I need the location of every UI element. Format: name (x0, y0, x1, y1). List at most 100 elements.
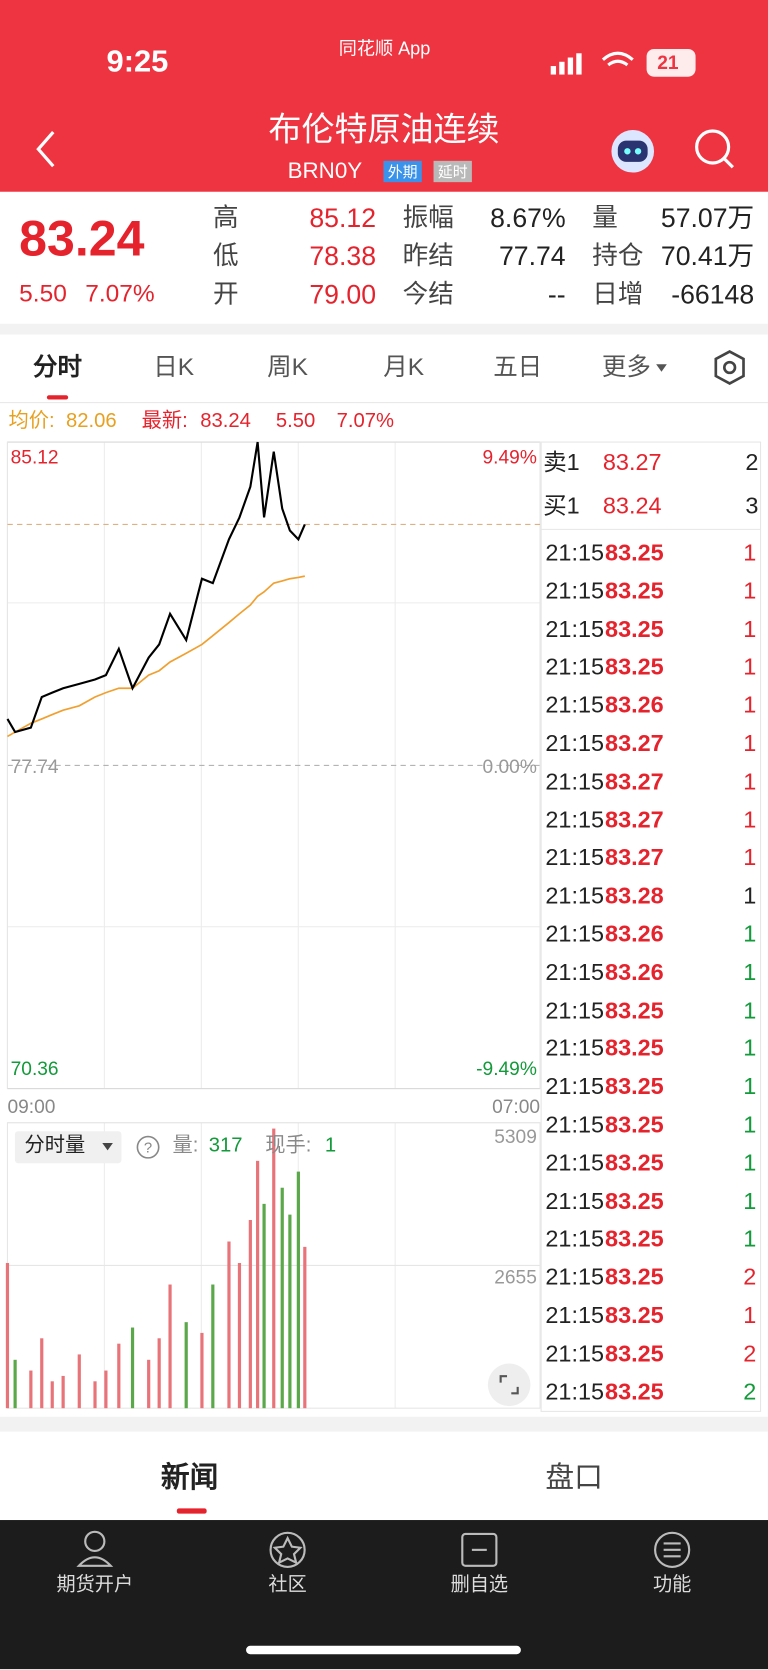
period-tab[interactable]: 周K (267, 352, 309, 381)
volume-bar (29, 1370, 33, 1409)
hand-label: 现手: (265, 1134, 312, 1157)
nav-item[interactable]: 删自选 (450, 1573, 509, 1595)
tick-price: 83.28 (605, 882, 664, 909)
period-tab[interactable]: 月K (383, 352, 425, 381)
search-icon[interactable] (695, 129, 731, 165)
stat-value: 85.12 (309, 203, 377, 234)
tick-time: 21:15 (545, 882, 605, 909)
volume-bar (93, 1381, 97, 1409)
change: 5.50 (275, 410, 316, 433)
hand-value: 1 (324, 1134, 337, 1157)
volume-bar (117, 1343, 121, 1409)
volume-bar (184, 1322, 188, 1409)
orderbook-frame (540, 441, 762, 1412)
tick-price: 83.27 (605, 844, 664, 871)
volume-bar (211, 1284, 215, 1409)
volume-bar (296, 1171, 300, 1409)
volume-bar (77, 1354, 81, 1409)
volume-bar (237, 1263, 242, 1409)
stat-value: 57.07万 (660, 203, 755, 234)
quote-price: 83.24 (602, 492, 662, 519)
back-icon[interactable] (36, 131, 55, 168)
nav-icons (76, 1530, 691, 1568)
stat-label: 持仓 (592, 241, 644, 271)
tick-price: 83.25 (605, 1301, 664, 1329)
stat-label: 昨结 (402, 241, 454, 271)
y-tick-label: 85.12 (11, 447, 59, 468)
tick-qty: 1 (743, 1072, 757, 1100)
price-change: 5.50 (19, 279, 67, 307)
tick-price: 83.25 (605, 1187, 664, 1214)
last-price: 83.24 (200, 410, 251, 433)
tick-time: 21:15 (545, 1111, 605, 1138)
period-tab[interactable]: 更多 (601, 352, 651, 381)
volume-bar (272, 1128, 276, 1409)
tick-price: 83.27 (605, 729, 664, 757)
volume-bar (248, 1219, 252, 1409)
tick-price: 83.25 (605, 1111, 664, 1138)
settings-icon-dot (723, 360, 737, 375)
last-price: 83.24 (19, 209, 145, 267)
tick-price: 83.26 (605, 958, 664, 986)
tick-time: 21:15 (545, 1339, 605, 1367)
last-label: 最新: (141, 410, 188, 433)
tick-price: 83.25 (605, 538, 664, 566)
tick-qty: 1 (743, 729, 757, 757)
bottom-tab[interactable]: 新闻 (160, 1461, 219, 1494)
price-line (7, 575, 305, 738)
signal-icon (550, 53, 582, 75)
volume-selector[interactable]: 分时量 (24, 1134, 86, 1157)
tag: 外期 (383, 160, 422, 183)
volume-bar (13, 1359, 17, 1409)
tick-qty: 1 (743, 1301, 757, 1329)
battery-level: 21 (657, 52, 679, 74)
tick-time: 21:15 (545, 1377, 605, 1405)
tag: 延时 (433, 160, 472, 183)
quote-price: 83.27 (602, 448, 662, 476)
volume-bar (288, 1214, 292, 1409)
tick-price: 83.25 (605, 1034, 664, 1062)
volume-bar (200, 1332, 204, 1409)
quote-qty: 3 (745, 492, 759, 519)
tick-time: 21:15 (545, 729, 605, 757)
help-icon-mark: ? (144, 1141, 152, 1157)
volume-bar (40, 1338, 44, 1409)
nav-item[interactable]: 社区 (268, 1573, 307, 1595)
volume-bar (280, 1187, 284, 1409)
home-indicator (246, 1645, 521, 1655)
nav-item[interactable]: 功能 (652, 1573, 692, 1595)
settings-icon[interactable] (714, 350, 745, 385)
bottom-tab[interactable]: 盘口 (545, 1461, 603, 1494)
tick-price: 83.26 (605, 691, 664, 719)
tick-qty: 1 (743, 653, 757, 681)
stat-value: 78.38 (309, 241, 377, 272)
y2-tick-label: 9.49% (483, 447, 537, 468)
tick-qty: 1 (743, 691, 757, 719)
tick-qty: 1 (743, 767, 757, 795)
x-tick-label: 07:00 (492, 1097, 540, 1118)
volume-tick-label: 5309 (494, 1127, 537, 1148)
tick-time: 21:15 (545, 577, 605, 604)
nav-item[interactable]: 期货开户 (56, 1573, 134, 1595)
instrument-code: BRN0Y (287, 158, 363, 184)
tick-time: 21:15 (545, 996, 605, 1024)
period-tab[interactable]: 分时 (33, 352, 83, 381)
volume-selector-bg[interactable] (14, 1131, 122, 1164)
period-tab[interactable]: 日K (153, 352, 195, 381)
volume-bar (303, 1246, 307, 1409)
quote-qty: 2 (745, 448, 759, 476)
period-tab[interactable]: 五日 (493, 352, 543, 381)
price-change-pct: 7.07% (85, 279, 155, 307)
help-icon[interactable] (136, 1135, 160, 1159)
tick-time: 21:15 (545, 844, 605, 871)
tick-price: 83.25 (605, 1072, 664, 1100)
volume-bar (61, 1375, 65, 1409)
tick-time: 21:15 (545, 1149, 605, 1176)
tick-qty: 1 (743, 1111, 757, 1138)
tick-time: 21:15 (545, 538, 605, 566)
tick-qty: 1 (743, 615, 757, 642)
tick-qty: 1 (743, 805, 757, 833)
tick-qty: 1 (743, 996, 757, 1024)
expand-button[interactable] (487, 1363, 531, 1407)
